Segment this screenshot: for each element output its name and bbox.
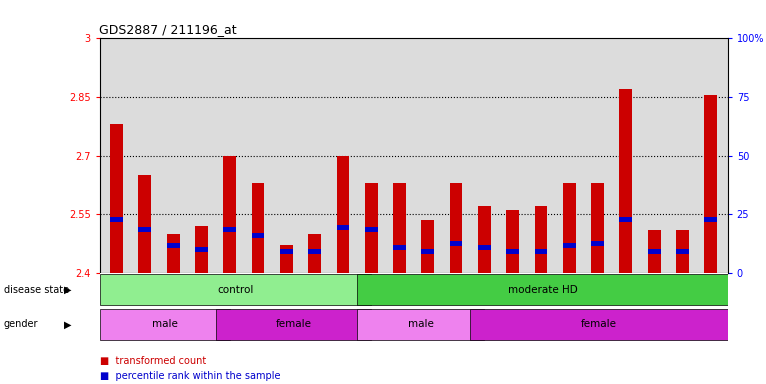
Bar xyxy=(280,245,293,273)
Bar xyxy=(450,183,463,273)
Text: female: female xyxy=(581,319,617,329)
Bar xyxy=(195,247,208,252)
Bar xyxy=(648,230,660,273)
Text: ▶: ▶ xyxy=(64,319,71,329)
Bar xyxy=(336,156,349,273)
Bar xyxy=(470,309,728,340)
Bar xyxy=(563,183,575,273)
Bar xyxy=(139,227,151,232)
Bar xyxy=(280,248,293,254)
Bar xyxy=(591,241,604,246)
Text: GDS2887 / 211196_at: GDS2887 / 211196_at xyxy=(99,23,237,36)
Bar xyxy=(705,95,717,273)
Bar xyxy=(393,245,406,250)
Bar xyxy=(336,225,349,230)
Text: male: male xyxy=(408,319,434,329)
Bar xyxy=(167,233,179,273)
Bar xyxy=(365,183,378,273)
Bar xyxy=(478,245,491,250)
Bar xyxy=(365,227,378,232)
Bar xyxy=(100,274,372,306)
Bar xyxy=(308,248,321,254)
Bar xyxy=(676,230,689,273)
Bar xyxy=(224,156,236,273)
Text: gender: gender xyxy=(4,319,38,329)
Text: male: male xyxy=(152,319,178,329)
Bar xyxy=(252,183,264,273)
Bar xyxy=(535,206,548,273)
Bar xyxy=(308,233,321,273)
Text: ▶: ▶ xyxy=(64,285,71,295)
Bar xyxy=(421,220,434,273)
Bar xyxy=(705,217,717,222)
Bar xyxy=(357,309,484,340)
Bar xyxy=(620,217,632,222)
Bar xyxy=(167,243,179,248)
Bar xyxy=(450,241,463,246)
Bar xyxy=(195,226,208,273)
Bar xyxy=(421,248,434,254)
Bar xyxy=(110,217,123,222)
Text: female: female xyxy=(276,319,312,329)
Text: moderate HD: moderate HD xyxy=(508,285,578,295)
Bar xyxy=(393,183,406,273)
Bar xyxy=(535,248,548,254)
Bar xyxy=(506,210,519,273)
Bar xyxy=(100,309,230,340)
Bar xyxy=(620,89,632,273)
Bar xyxy=(506,248,519,254)
Bar xyxy=(357,274,728,306)
Bar xyxy=(478,206,491,273)
Text: ■  percentile rank within the sample: ■ percentile rank within the sample xyxy=(100,371,280,381)
Bar xyxy=(215,309,372,340)
Bar xyxy=(139,175,151,273)
Bar xyxy=(648,248,660,254)
Bar xyxy=(252,233,264,238)
Text: ■  transformed count: ■ transformed count xyxy=(100,356,206,366)
Bar xyxy=(676,248,689,254)
Bar xyxy=(563,243,575,248)
Text: control: control xyxy=(218,285,254,295)
Bar xyxy=(110,124,123,273)
Text: disease state: disease state xyxy=(4,285,69,295)
Bar xyxy=(591,183,604,273)
Bar xyxy=(224,227,236,232)
